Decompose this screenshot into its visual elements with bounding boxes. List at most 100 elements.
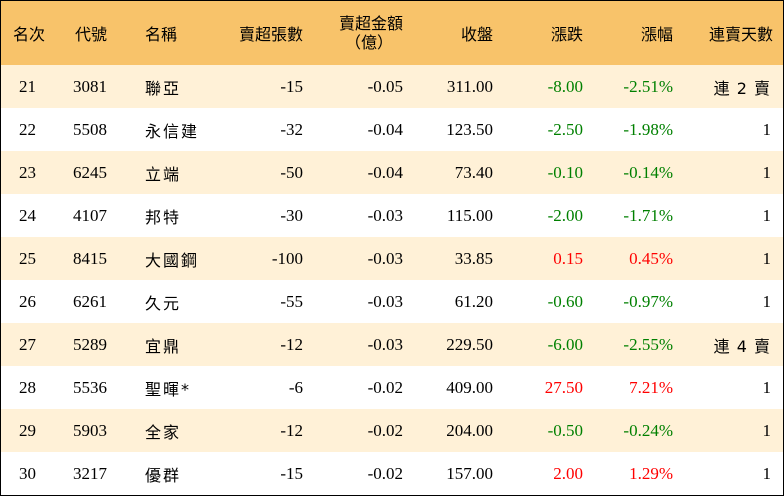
cell-code: 6261 [73,291,107,311]
cell-name: 久元 [145,293,182,313]
cell-close: 33.85 [454,248,493,268]
cell-consecutive-days: 連 2 賣 [713,78,771,98]
cell-net-sell-amount: -0.02 [367,420,403,440]
cell-net-sell-lots: -15 [280,463,303,483]
cell-change-pct: 7.21% [629,377,673,397]
cell-rank: 21 [19,76,36,96]
table-row[interactable]: 26 6261 久元 -55 -0.03 61.20 -0.60 -0.97% 1 [1,280,783,323]
cell-net-sell-lots: -6 [288,377,303,397]
cell-code: 8415 [73,248,107,268]
cell-change-pct: 0.45% [629,248,673,268]
cell-net-sell-amount: -0.05 [367,76,403,96]
header-close[interactable]: 收盤 [460,25,493,44]
cell-code: 5903 [73,420,107,440]
cell-net-sell-lots: -100 [271,248,303,268]
cell-change-pct: -0.14% [623,162,673,182]
cell-rank: 22 [19,119,36,139]
cell-name: 邦特 [145,207,182,227]
table-row[interactable]: 22 5508 永信建 -32 -0.04 123.50 -2.50 -1.98% 1 [1,108,783,151]
cell-consecutive-days: 連 4 賣 [713,336,771,356]
cell-close: 409.00 [446,377,493,397]
cell-name: 聯亞 [145,78,182,98]
cell-change: 27.50 [544,377,583,397]
table-header-row: 名次 代號 名稱 賣超張數 賣超金額 （億） 收盤 漲跌 漲幅 連賣天數 [1,1,783,65]
header-code[interactable]: 代號 [75,25,108,44]
cell-consecutive-days: 1 [762,205,772,225]
cell-name: 聖暉* [145,379,192,399]
cell-name: 宜鼎 [145,336,182,356]
cell-name: 大國鋼 [145,250,200,270]
cell-change: 2.00 [553,463,583,483]
cell-close: 123.50 [446,119,493,139]
cell-consecutive-days: 1 [762,420,772,440]
cell-net-sell-amount: -0.04 [367,162,403,182]
cell-change: -2.50 [547,119,583,139]
cell-close: 229.50 [446,334,493,354]
table-row[interactable]: 27 5289 宜鼎 -12 -0.03 229.50 -6.00 -2.55% 連 4 賣 [1,323,783,366]
header-rank[interactable]: 名次 [13,25,46,44]
cell-change-pct: -2.55% [623,334,673,354]
header-net-sell-amount-title: 賣超金額 [338,13,403,33]
cell-close: 61.20 [454,291,493,311]
cell-net-sell-lots: -55 [280,291,303,311]
cell-rank: 28 [19,377,36,397]
table-row[interactable]: 23 6245 立端 -50 -0.04 73.40 -0.10 -0.14% 1 [1,151,783,194]
header-name[interactable]: 名稱 [145,25,178,44]
cell-net-sell-lots: -15 [280,76,303,96]
cell-net-sell-lots: -50 [280,162,303,182]
cell-net-sell-amount: -0.03 [367,291,403,311]
cell-net-sell-lots: -30 [280,205,303,225]
cell-rank: 23 [19,162,36,182]
cell-close: 115.00 [446,205,493,225]
table-row[interactable]: 25 8415 大國鋼 -100 -0.03 33.85 0.15 0.45% 1 [1,237,783,280]
cell-net-sell-lots: -32 [280,119,303,139]
cell-close: 73.40 [454,162,493,182]
cell-rank: 30 [19,463,36,483]
table-row[interactable]: 29 5903 全家 -12 -0.02 204.00 -0.50 -0.24% 1 [1,409,783,452]
cell-change: -2.00 [547,205,583,225]
cell-net-sell-amount: -0.03 [367,248,403,268]
cell-code: 4107 [73,205,107,225]
table-row[interactable]: 24 4107 邦特 -30 -0.03 115.00 -2.00 -1.71% 1 [1,194,783,237]
cell-net-sell-lots: -12 [280,334,303,354]
cell-change: -0.10 [547,162,583,182]
header-consecutive-days[interactable]: 連賣天數 [708,25,773,44]
cell-change-pct: -0.97% [623,291,673,311]
cell-rank: 27 [19,334,36,354]
cell-name: 優群 [145,465,182,485]
cell-change: -0.60 [547,291,583,311]
cell-net-sell-amount: -0.02 [367,463,403,483]
cell-name: 永信建 [145,121,200,141]
table-row[interactable]: 30 3217 優群 -15 -0.02 157.00 2.00 1.29% 1 [1,452,783,495]
cell-code: 5508 [73,119,107,139]
cell-code: 3081 [73,76,107,96]
cell-consecutive-days: 1 [762,162,772,182]
cell-change: -0.50 [547,420,583,440]
header-net-sell-lots[interactable]: 賣超張數 [238,25,303,44]
cell-net-sell-amount: -0.04 [367,119,403,139]
cell-change-pct: -2.51% [623,76,673,96]
cell-code: 6245 [73,162,107,182]
cell-change: -6.00 [547,334,583,354]
table-row[interactable]: 28 5536 聖暉* -6 -0.02 409.00 27.50 7.21% 1 [1,366,783,409]
cell-consecutive-days: 1 [762,377,772,397]
header-net-sell-amount[interactable]: 賣超金額 （億） [303,14,403,52]
cell-rank: 29 [19,420,36,440]
table-row[interactable]: 21 3081 聯亞 -15 -0.05 311.00 -8.00 -2.51% 連 2 賣 [1,65,783,108]
cell-code: 3217 [73,463,107,483]
cell-close: 311.00 [446,76,493,96]
cell-rank: 26 [19,291,36,311]
header-change[interactable]: 漲跌 [550,25,583,44]
cell-change-pct: 1.29% [629,463,673,483]
cell-change: -8.00 [547,76,583,96]
cell-consecutive-days: 1 [762,291,772,311]
cell-close: 204.00 [446,420,493,440]
cell-consecutive-days: 1 [762,248,772,268]
cell-net-sell-lots: -12 [280,420,303,440]
cell-consecutive-days: 1 [762,463,772,483]
header-net-sell-amount-unit: （億） [344,33,393,52]
cell-consecutive-days: 1 [762,119,772,139]
cell-change-pct: -1.98% [623,119,673,139]
header-change-pct[interactable]: 漲幅 [640,25,673,44]
